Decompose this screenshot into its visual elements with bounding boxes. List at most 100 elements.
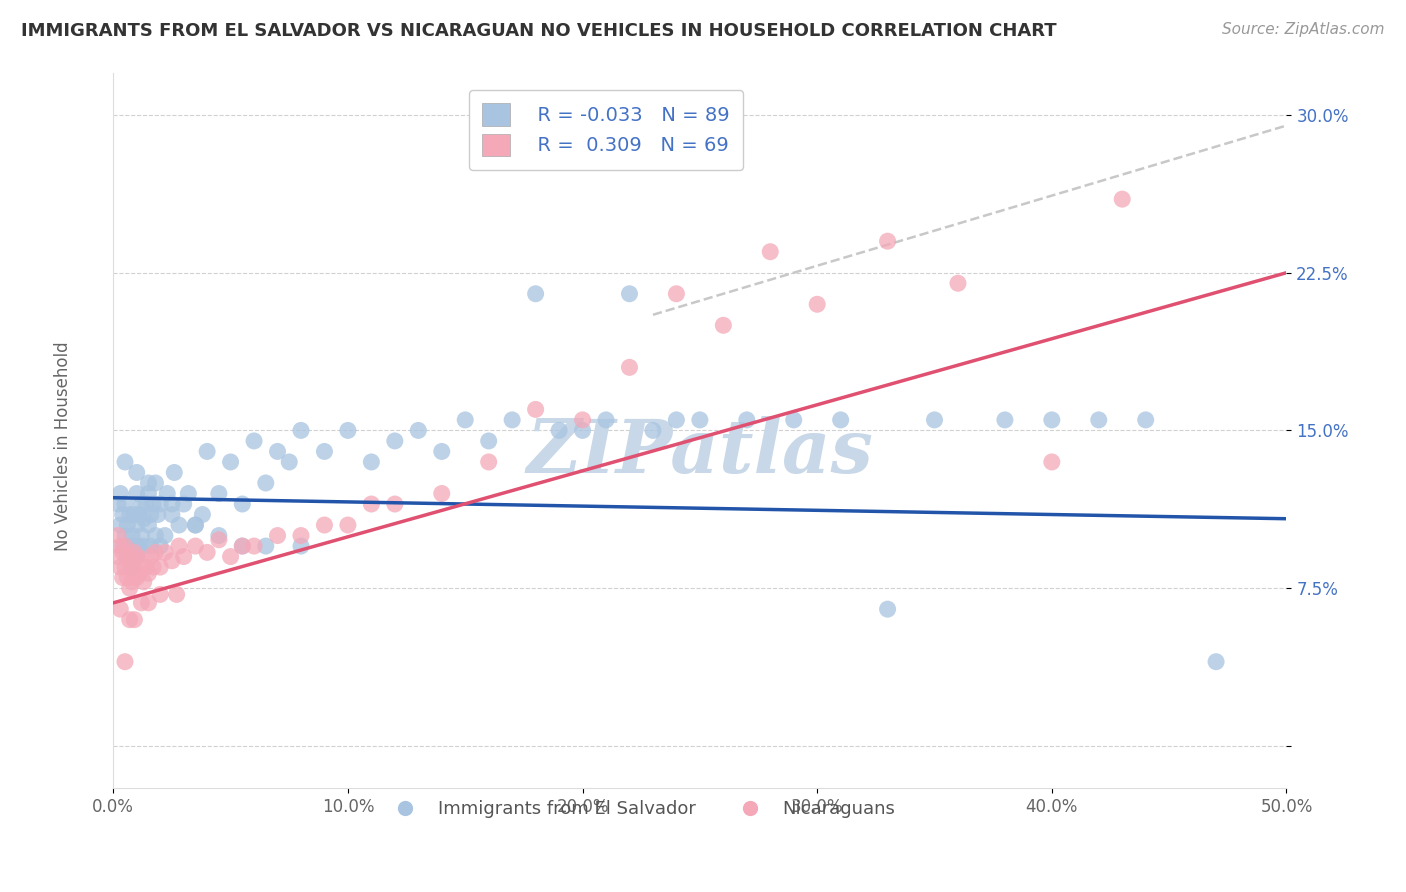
Point bbox=[156, 486, 179, 500]
Point bbox=[314, 518, 336, 533]
Point bbox=[149, 539, 172, 553]
Point bbox=[117, 518, 139, 533]
Point bbox=[128, 539, 150, 553]
Point bbox=[243, 539, 266, 553]
Point bbox=[131, 596, 153, 610]
Point bbox=[231, 539, 253, 553]
Point bbox=[131, 497, 153, 511]
Point bbox=[290, 539, 312, 553]
Point bbox=[114, 560, 136, 574]
Point bbox=[160, 497, 183, 511]
Point bbox=[619, 286, 641, 301]
Point bbox=[173, 549, 195, 564]
Text: IMMIGRANTS FROM EL SALVADOR VS NICARAGUAN NO VEHICLES IN HOUSEHOLD CORRELATION C: IMMIGRANTS FROM EL SALVADOR VS NICARAGUA… bbox=[21, 22, 1057, 40]
Point bbox=[177, 486, 200, 500]
Point bbox=[107, 528, 129, 542]
Text: Source: ZipAtlas.com: Source: ZipAtlas.com bbox=[1222, 22, 1385, 37]
Point bbox=[1040, 413, 1063, 427]
Point bbox=[219, 549, 242, 564]
Point bbox=[125, 549, 148, 564]
Point bbox=[131, 554, 153, 568]
Point bbox=[118, 560, 141, 574]
Point bbox=[665, 286, 688, 301]
Point bbox=[806, 297, 828, 311]
Point bbox=[665, 413, 688, 427]
Point bbox=[149, 497, 172, 511]
Point bbox=[783, 413, 806, 427]
Point bbox=[254, 539, 277, 553]
Point bbox=[876, 602, 898, 616]
Point bbox=[118, 508, 141, 522]
Point bbox=[107, 549, 129, 564]
Point bbox=[360, 497, 382, 511]
Point bbox=[110, 602, 132, 616]
Point bbox=[759, 244, 782, 259]
Point bbox=[125, 466, 148, 480]
Point bbox=[138, 518, 160, 533]
Point bbox=[114, 455, 136, 469]
Point bbox=[184, 539, 207, 553]
Point bbox=[314, 444, 336, 458]
Point bbox=[146, 508, 169, 522]
Point bbox=[478, 455, 501, 469]
Point bbox=[114, 655, 136, 669]
Point bbox=[408, 424, 430, 438]
Point bbox=[124, 566, 146, 581]
Point bbox=[125, 486, 148, 500]
Point bbox=[118, 581, 141, 595]
Point bbox=[876, 234, 898, 248]
Point bbox=[132, 512, 155, 526]
Point bbox=[117, 571, 139, 585]
Point bbox=[208, 486, 231, 500]
Point bbox=[1087, 413, 1109, 427]
Point bbox=[111, 539, 134, 553]
Point bbox=[149, 587, 172, 601]
Point bbox=[121, 528, 143, 542]
Point bbox=[208, 533, 231, 547]
Point bbox=[195, 545, 218, 559]
Point bbox=[153, 528, 176, 542]
Point bbox=[231, 539, 253, 553]
Point bbox=[131, 528, 153, 542]
Point bbox=[266, 528, 288, 542]
Point bbox=[1205, 655, 1227, 669]
Point bbox=[149, 560, 172, 574]
Point bbox=[167, 518, 190, 533]
Point bbox=[124, 539, 146, 553]
Point bbox=[124, 508, 146, 522]
Point bbox=[924, 413, 946, 427]
Point bbox=[689, 413, 711, 427]
Point bbox=[184, 518, 207, 533]
Point bbox=[1040, 455, 1063, 469]
Point bbox=[191, 508, 214, 522]
Point bbox=[125, 518, 148, 533]
Point bbox=[454, 413, 477, 427]
Point bbox=[430, 486, 453, 500]
Point bbox=[735, 413, 758, 427]
Point bbox=[139, 549, 162, 564]
Point bbox=[145, 545, 167, 559]
Point bbox=[110, 560, 132, 574]
Point bbox=[278, 455, 301, 469]
Point bbox=[184, 518, 207, 533]
Point bbox=[142, 497, 165, 511]
Point bbox=[132, 539, 155, 553]
Point bbox=[110, 486, 132, 500]
Point bbox=[290, 424, 312, 438]
Point bbox=[501, 413, 523, 427]
Point bbox=[946, 277, 969, 291]
Point bbox=[110, 518, 132, 533]
Point bbox=[139, 508, 162, 522]
Point bbox=[114, 539, 136, 553]
Point bbox=[1135, 413, 1157, 427]
Point bbox=[384, 497, 406, 511]
Point bbox=[125, 571, 148, 585]
Point bbox=[1111, 192, 1133, 206]
Point bbox=[290, 528, 312, 542]
Legend: Immigrants from El Salvador, Nicaraguans: Immigrants from El Salvador, Nicaraguans bbox=[380, 793, 903, 825]
Point bbox=[138, 486, 160, 500]
Point bbox=[145, 475, 167, 490]
Point bbox=[128, 508, 150, 522]
Point bbox=[195, 444, 218, 458]
Point bbox=[111, 508, 134, 522]
